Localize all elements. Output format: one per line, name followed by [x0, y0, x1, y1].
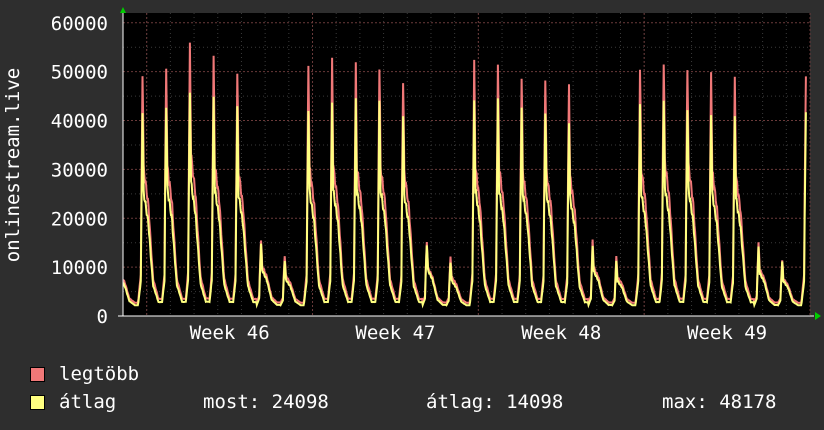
legend-item-avg: átlag: [30, 391, 116, 413]
y-axis-arrow: [120, 7, 126, 13]
legend-label-max: legtöbb: [59, 363, 140, 385]
x-tick-label: Week 46: [190, 322, 270, 344]
legend-label-avg: átlag: [59, 391, 117, 413]
y-axis-ticks: 0 10000 20000 30000 40000 50000 60000: [51, 13, 108, 328]
stat-average: átlag: 14098: [426, 391, 564, 413]
x-tick-label: Week 49: [687, 322, 767, 344]
y-tick-label: 0: [97, 306, 108, 328]
y-axis-label: onlinestream.live: [2, 68, 24, 262]
y-tick-label: 60000: [51, 13, 108, 35]
x-axis-arrow: [815, 312, 821, 320]
grid: [122, 13, 811, 316]
plot-background: [123, 13, 810, 316]
legend-item-max: legtöbb: [30, 363, 139, 385]
legend-swatch-avg: [30, 394, 45, 410]
legend-swatch-max: [30, 366, 45, 382]
y-tick-label: 40000: [51, 111, 108, 133]
x-tick-label: Week 47: [355, 322, 435, 344]
x-axis-ticks: Week 46 Week 47 Week 48 Week 49: [190, 322, 768, 344]
series-group: [122, 42, 807, 309]
stat-max: max: 48178: [662, 391, 777, 413]
y-tick-label: 30000: [51, 159, 108, 181]
y-tick-label: 50000: [51, 62, 108, 84]
y-tick-label: 10000: [51, 257, 108, 279]
x-tick-label: Week 48: [521, 322, 601, 344]
y-tick-label: 20000: [51, 208, 108, 230]
stat-current: most: 24098: [203, 391, 329, 413]
series-line-avg: [122, 92, 807, 309]
